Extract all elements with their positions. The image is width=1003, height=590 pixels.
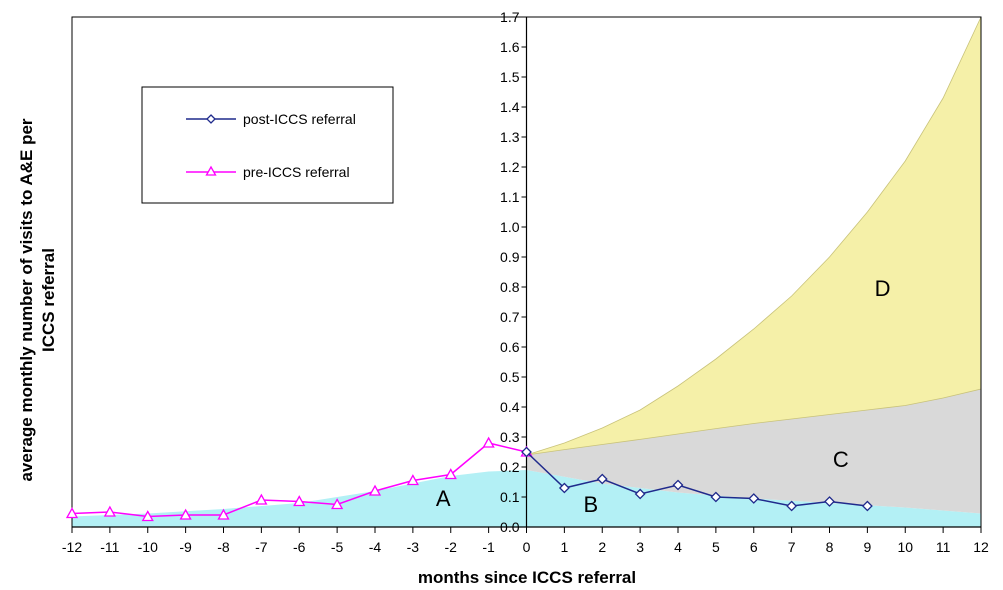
y-tick-label: 1.5 <box>500 69 520 85</box>
pre-iccs-series-point <box>255 493 268 505</box>
y-tick-label: 0.1 <box>500 489 520 505</box>
y-axis-title-line-2: ICCS referral <box>39 248 58 352</box>
legend: post-ICCS referral pre-ICCS referral <box>141 86 394 204</box>
post-iccs-series-point <box>861 500 873 512</box>
x-tick-label: -10 <box>138 539 158 555</box>
post-iccs-series-point <box>710 491 722 503</box>
region-labels: A B C D <box>436 276 891 517</box>
y-tick-label: 1.4 <box>500 99 520 115</box>
pre-iccs-series-point <box>406 474 419 486</box>
x-tick-label: 5 <box>712 539 720 555</box>
axes: -12 -11 -10 -9 -8 -7 -6 -5 -4 -3 -2 -1 0 1 2 3 4 5 6 7 8 9 10 1… <box>62 9 989 555</box>
y-tick-label: 0.9 <box>500 249 520 265</box>
pre-iccs-series-point <box>293 495 306 507</box>
y-tick-label: 1.1 <box>500 189 520 205</box>
x-tick-label: -5 <box>331 539 344 555</box>
post-iccs-series-point <box>558 482 570 494</box>
post-iccs-series-point <box>521 446 532 458</box>
x-tick-label: 11 <box>936 539 951 555</box>
y-tick-label: 0.2 <box>500 459 520 475</box>
pre-iccs-series-point <box>331 498 344 510</box>
x-tick-label: 2 <box>598 539 606 555</box>
x-tick-label: -6 <box>293 539 306 555</box>
x-tick-label: 0 <box>523 539 531 555</box>
post-iccs-series-point <box>634 488 646 500</box>
x-tick-label: 3 <box>636 539 644 555</box>
x-tick-label: 7 <box>788 539 796 555</box>
region-label-d: D <box>875 276 891 301</box>
x-tick-label: -9 <box>179 539 192 555</box>
x-tick-label: 4 <box>674 539 682 555</box>
pre-iccs-series-point <box>482 436 495 448</box>
post-iccs-series-line <box>525 451 868 507</box>
x-tick-label: 8 <box>826 539 834 555</box>
x-tick-label: -2 <box>445 539 458 555</box>
x-tick-label: -3 <box>407 539 420 555</box>
y-tick-label: 0.0 <box>500 519 520 535</box>
x-tick-label: 10 <box>897 539 913 555</box>
x-tick-label: 1 <box>560 539 568 555</box>
region-label-c: C <box>833 447 849 472</box>
region-label-b: B <box>584 492 599 517</box>
y-tick-label: 0.7 <box>500 309 520 325</box>
y-tick-label: 0.5 <box>500 369 520 385</box>
y-tick-label: 1.2 <box>500 159 520 175</box>
x-tick-label: -4 <box>369 539 382 555</box>
x-axis-title: months since ICCS referral <box>418 568 636 587</box>
y-tick-label: 0.6 <box>500 339 520 355</box>
region-label-a: A <box>436 486 451 511</box>
x-tick-label: -8 <box>217 539 230 555</box>
data-series <box>65 436 873 522</box>
y-tick-label: 1.7 <box>500 9 520 25</box>
x-tick-label: 12 <box>973 539 989 555</box>
legend-post-marker <box>206 114 216 124</box>
post-iccs-series-point <box>672 479 684 491</box>
y-tick-label: 0.3 <box>500 429 520 445</box>
post-iccs-series-point <box>748 493 760 504</box>
x-tick-label: 9 <box>863 539 871 555</box>
y-tick-label: 1.6 <box>500 39 520 55</box>
y-tick-label: 0.8 <box>500 279 520 295</box>
y-tick-label: 1.3 <box>500 129 520 145</box>
post-iccs-series-point <box>596 473 608 485</box>
y-tick-label: 0.4 <box>500 399 520 415</box>
legend-pre-marker <box>205 165 217 176</box>
y-axis-title-line-1: average monthly number of visits to A&E … <box>17 118 36 481</box>
region-c <box>526 389 981 514</box>
pre-iccs-series-point <box>217 508 230 520</box>
pre-iccs-series-point <box>179 508 192 520</box>
x-tick-label: -1 <box>482 539 495 555</box>
x-tick-label: -12 <box>62 539 82 555</box>
y-tick-label: 1.0 <box>500 219 520 235</box>
pre-iccs-series-point <box>65 507 79 519</box>
legend-post-label: post-ICCS referral <box>243 111 356 127</box>
pre-iccs-series-point <box>141 510 154 522</box>
x-tick-label: -7 <box>255 539 268 555</box>
x-tick-label: 6 <box>750 539 758 555</box>
legend-pre-label: pre-ICCS referral <box>243 164 350 180</box>
pre-iccs-series-point <box>444 468 457 480</box>
post-iccs-series-point <box>786 500 798 512</box>
legend-box <box>141 86 394 204</box>
pre-iccs-series-point <box>368 484 382 496</box>
x-tick-label: -11 <box>100 539 119 555</box>
post-iccs-series-point <box>824 496 835 507</box>
pre-iccs-series-point <box>103 505 116 517</box>
